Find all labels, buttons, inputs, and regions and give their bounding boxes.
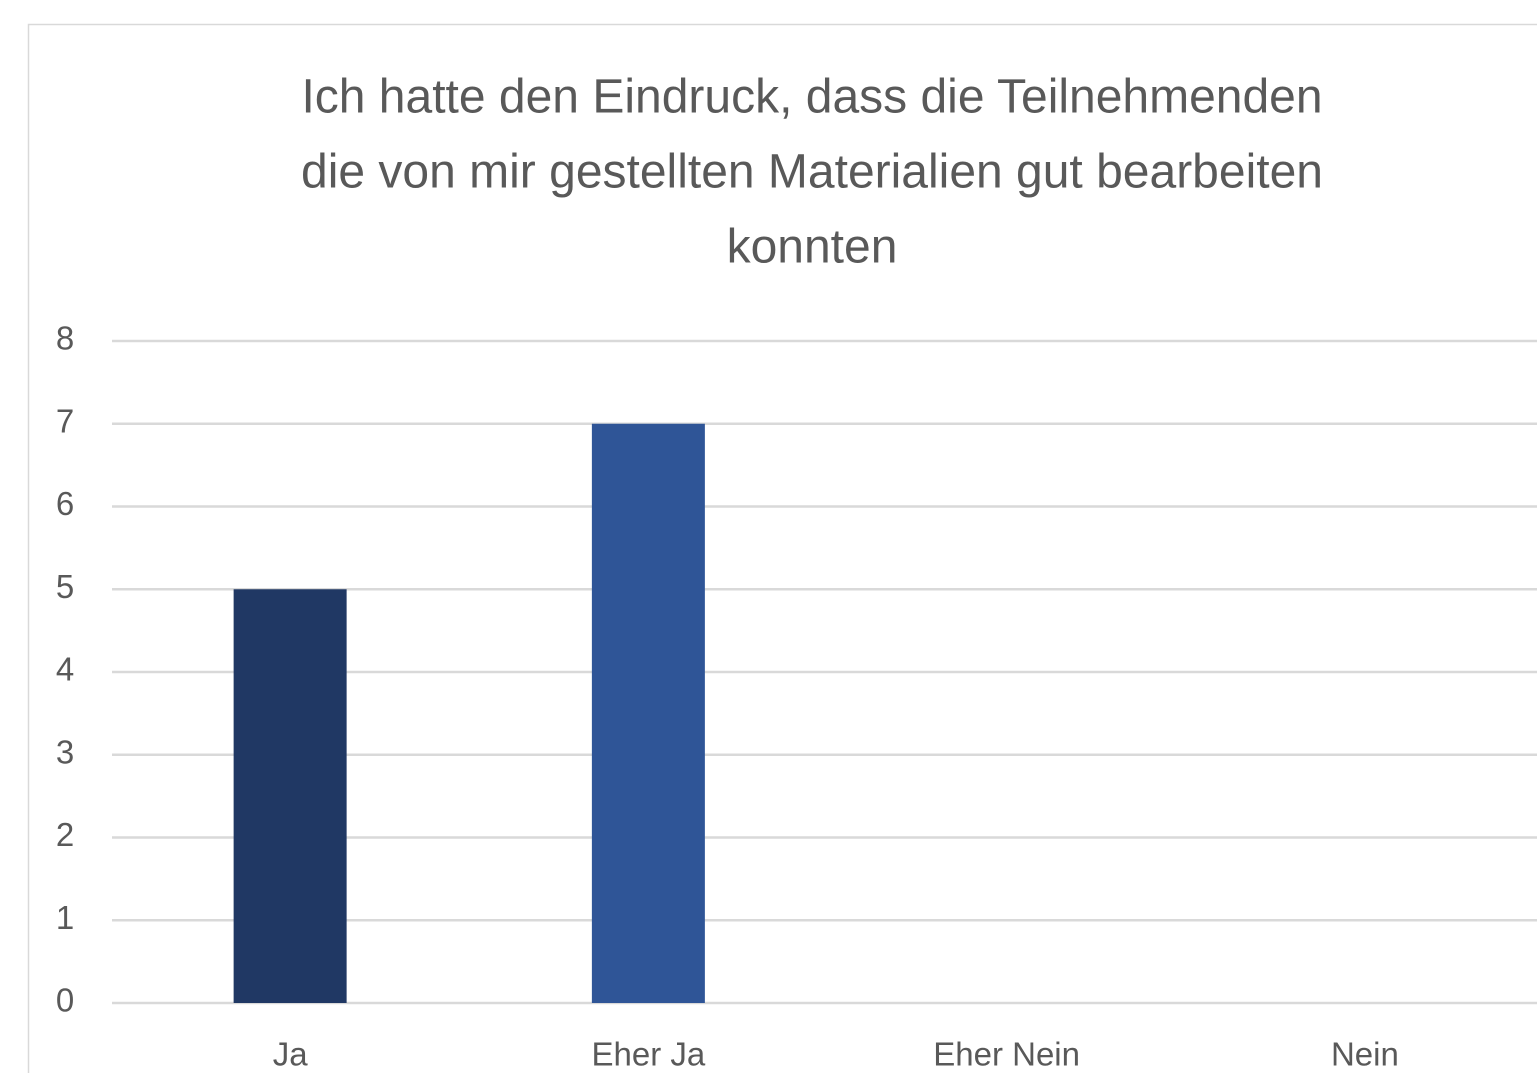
chart-title: konnten	[727, 221, 898, 274]
y-tick-label: 4	[56, 651, 74, 688]
chart-title: die von mir gestellten Materialien gut b…	[301, 146, 1323, 199]
y-tick-label: 8	[56, 320, 74, 357]
x-tick-label: Ja	[273, 1036, 309, 1073]
y-tick-label: 7	[56, 402, 74, 439]
y-tick-label: 2	[56, 816, 74, 853]
y-tick-label: 5	[56, 568, 74, 605]
y-tick-label: 1	[56, 899, 74, 936]
x-tick-label: Nein	[1331, 1036, 1399, 1073]
bar	[591, 423, 705, 1003]
y-tick-label: 0	[56, 982, 74, 1019]
y-tick-label: 6	[56, 485, 74, 522]
x-tick-label: Eher Nein	[933, 1036, 1080, 1073]
y-tick-label: 3	[56, 733, 74, 770]
chart-title: Ich hatte den Eindruck, dass die Teilneh…	[301, 71, 1322, 124]
bar	[233, 589, 347, 1003]
x-tick-label: Eher Ja	[592, 1036, 706, 1073]
